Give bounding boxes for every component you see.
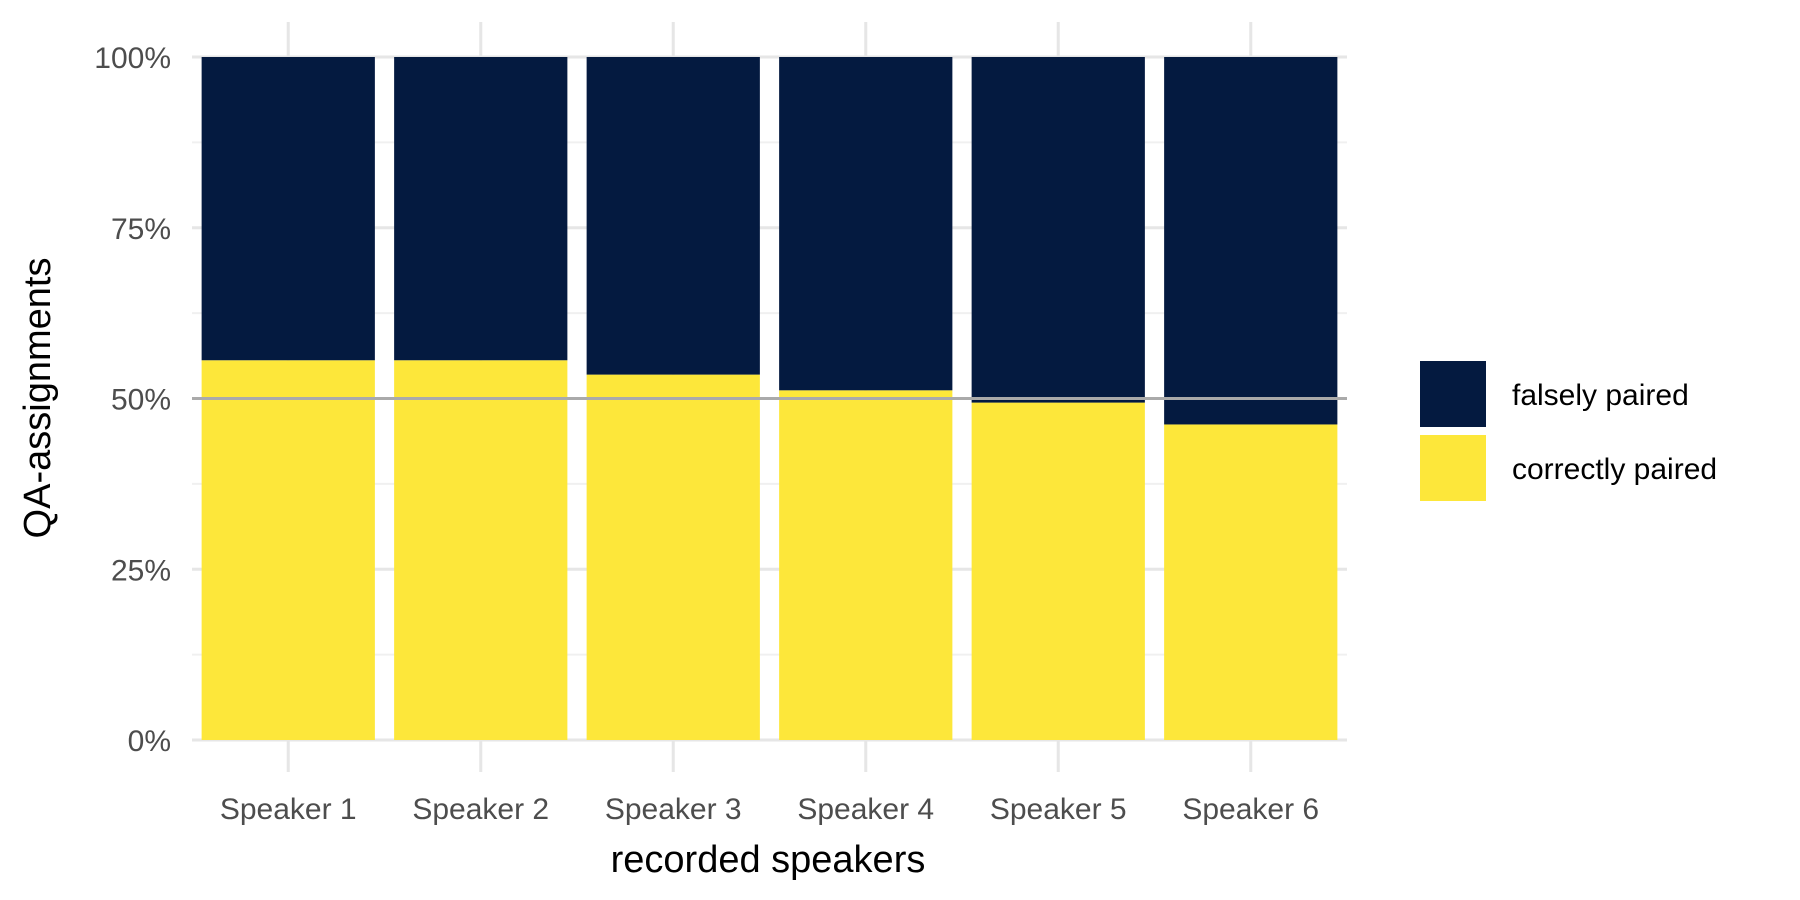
y-axis-ticks: 0% 25% 50% 75% 100% [94, 42, 171, 758]
y-tick-label: 0% [128, 725, 171, 758]
legend-key-falsely-paired [1420, 361, 1486, 427]
bar-segment-falsely-paired [586, 57, 760, 375]
x-tick-label: Speaker 2 [412, 793, 549, 826]
x-tick-label: Speaker 1 [220, 793, 357, 826]
x-tick-label: Speaker 6 [1182, 793, 1319, 826]
bar-segment-falsely-paired [1164, 57, 1338, 425]
bar-segment-falsely-paired [971, 57, 1145, 403]
y-tick-label: 50% [111, 384, 171, 417]
bar-segment-falsely-paired [201, 57, 375, 361]
x-axis-ticks: Speaker 1 Speaker 2 Speaker 3 Speaker 4 Spea… [220, 793, 1319, 826]
x-tick-label: Speaker 3 [605, 793, 742, 826]
y-axis-title: QA-assignments [17, 258, 59, 539]
bar-segment-correctly-paired [779, 390, 953, 740]
x-tick-label: Speaker 5 [990, 793, 1127, 826]
bar-segment-correctly-paired [586, 374, 760, 740]
y-tick-label: 75% [111, 213, 171, 246]
bar-segment-correctly-paired [1164, 424, 1338, 740]
bar-segment-correctly-paired [394, 360, 568, 740]
bar-segment-correctly-paired [201, 360, 375, 740]
y-tick-label: 100% [94, 42, 171, 75]
legend-label: correctly paired [1512, 453, 1717, 486]
legend: falsely paired correctly paired [1420, 361, 1717, 501]
bar-segment-falsely-paired [779, 57, 953, 391]
bar-segment-falsely-paired [394, 57, 568, 361]
x-axis-title: recorded speakers [611, 839, 926, 881]
legend-key-correctly-paired [1420, 435, 1486, 501]
legend-label: falsely paired [1512, 379, 1689, 412]
bar-segment-correctly-paired [971, 402, 1145, 740]
bars [201, 57, 1338, 740]
x-tick-label: Speaker 4 [797, 793, 934, 826]
y-tick-label: 25% [111, 554, 171, 587]
